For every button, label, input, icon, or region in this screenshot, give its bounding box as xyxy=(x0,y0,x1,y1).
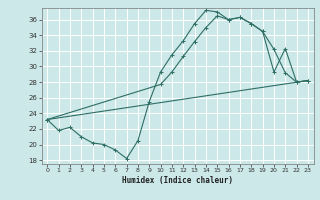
X-axis label: Humidex (Indice chaleur): Humidex (Indice chaleur) xyxy=(122,176,233,185)
